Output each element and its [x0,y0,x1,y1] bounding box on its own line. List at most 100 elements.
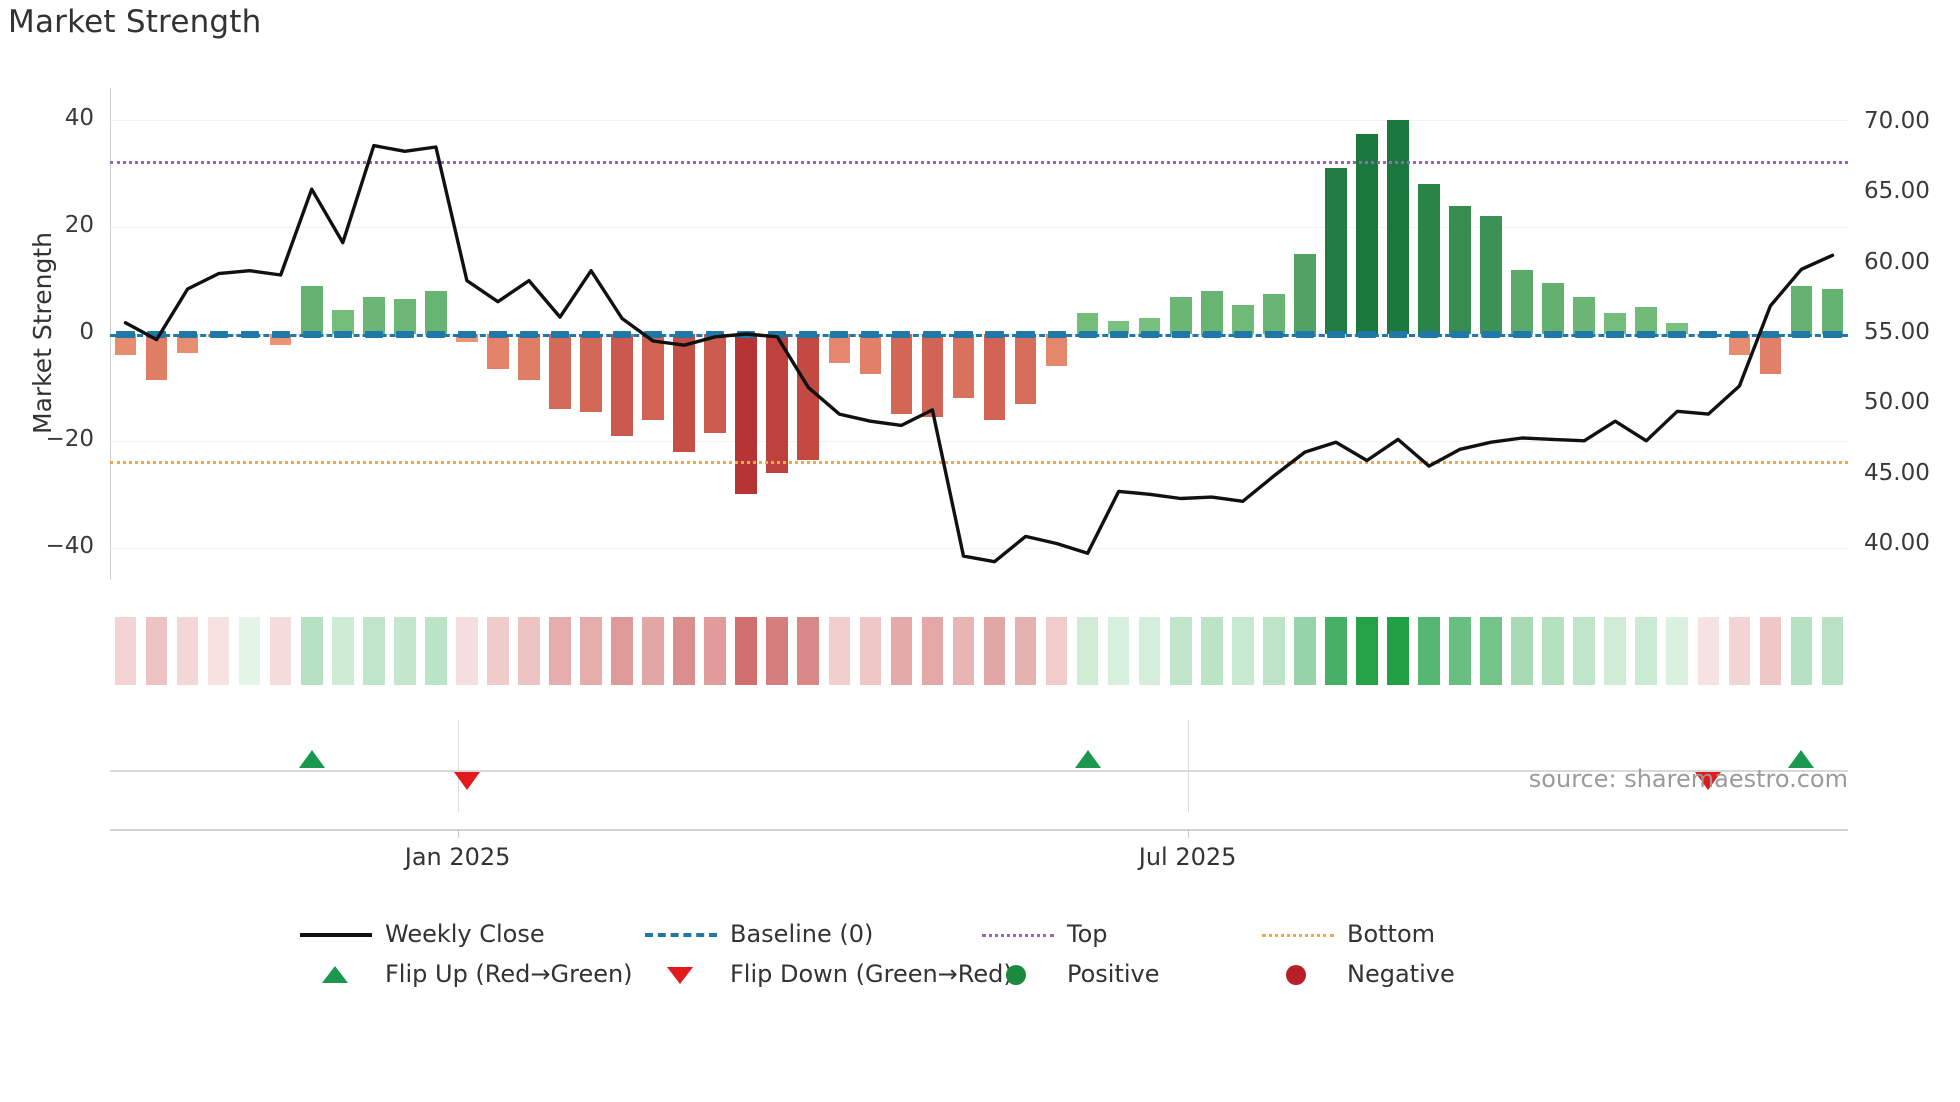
weekly-close-line [123,143,1835,564]
strength-bar [735,334,758,495]
left-axis-tick-label: 0 [79,319,94,345]
flip-gridline [1187,720,1189,812]
legend-item[interactable]: Flip Down (Green→Red) [645,960,1013,988]
strength-bar [1325,168,1347,334]
legend-key [300,921,372,947]
heatmap-cell [611,617,633,685]
x-axis-tick-label: Jan 2025 [404,843,511,871]
heatmap-cell [1076,617,1099,685]
heatmap-cell [1200,617,1223,685]
heatmap-cell [1604,617,1627,685]
flip-gridline [457,720,459,812]
strength-bar [1604,312,1627,334]
right-axis-tick-label: 70.00 [1864,108,1930,135]
legend-row-1: Weekly Close Baseline (0) Top Bottom [0,920,1960,960]
legend-item[interactable]: Top [982,920,1108,948]
flip-up-marker [1074,750,1101,768]
heatmap-cell [1387,617,1409,685]
heatmap-cell [145,617,168,685]
heatmap-cell [1542,617,1564,685]
strength-bar [269,334,292,345]
heatmap-cell [1294,617,1316,685]
heatmap-cell [1759,617,1782,685]
strength-bar [704,334,726,433]
solid-line-icon [300,933,372,937]
strength-bar [1542,283,1564,334]
legend-item[interactable]: Weekly Close [300,920,545,948]
strength-bar [766,334,789,473]
left-axis-tick-label: 20 [64,212,94,238]
left-axis-tick-label: 40 [64,105,94,132]
heatmap-cell [1480,617,1502,685]
legend-key [645,961,717,987]
strength-bar [1728,334,1751,356]
strength-bar [456,334,478,342]
reference-line-baseline [110,334,1848,337]
heatmap-cell [580,617,602,685]
strength-bar [1045,334,1068,367]
gridline [110,120,1848,122]
strength-bar [890,334,913,415]
legend-item[interactable]: Positive [982,960,1160,988]
flip-up-marker [298,750,325,768]
orange-dotted-line-icon [1262,933,1334,937]
green-circle-icon [1006,965,1026,985]
legend-label: Flip Down (Green→Red) [730,960,1013,988]
legend-item[interactable]: Flip Up (Red→Green) [300,960,633,988]
bar-series [110,88,1848,580]
heatmap-cell [1169,617,1192,685]
heatmap-cell [1728,617,1751,685]
heatmap-cell [890,617,913,685]
heatmap-cell [487,617,509,685]
heatmap-cell [269,617,292,685]
strength-bar [1418,184,1440,334]
heatmap-cell [859,617,882,685]
gridline [110,227,1848,228]
strength-bar [1231,304,1254,334]
strength-bar [300,285,323,334]
legend-item[interactable]: Negative [1262,960,1455,988]
heatmap-cell [735,617,758,685]
legend-label: Baseline (0) [730,920,874,948]
heatmap-cell [331,617,354,685]
strength-bar [362,296,385,334]
heatmap-cell [300,617,323,685]
legend-key [982,961,1054,987]
strength-bar [1511,269,1533,334]
strength-bar [1076,312,1099,334]
heatmap-cell [1790,617,1813,685]
x-axis-tick [1187,829,1189,838]
heatmap-cell [1511,617,1533,685]
heatmap-cell [828,617,851,685]
legend-key [1262,961,1334,987]
x-axis-tick-label: Jul 2025 [1138,843,1237,871]
reference-line-top [110,161,1848,165]
heatmap-cell [1356,617,1378,685]
legend-item[interactable]: Bottom [1262,920,1435,948]
heatmap-cell [518,617,540,685]
strength-bar [921,334,944,417]
gridline [110,547,1848,549]
heatmap-cell [1573,617,1595,685]
strength-bar [1356,133,1378,334]
strength-bar [1666,323,1689,334]
strength-bar [1294,253,1316,334]
x-axis-tick [457,829,459,838]
strength-bar [549,334,571,409]
strength-bar [425,291,447,334]
strength-bar [673,334,695,452]
strength-bar [1573,296,1595,334]
legend-label: Positive [1067,960,1160,988]
legend-key [1262,921,1334,947]
heatmap-cell [1449,617,1471,685]
heatmap-cell [176,617,199,685]
strength-bar [1821,288,1844,334]
strength-bar [828,334,851,364]
strength-bar [580,334,602,412]
strength-bar [518,334,540,380]
strength-bar [176,334,199,353]
right-axis-tick-label: 60.00 [1864,248,1930,275]
purple-dotted-line-icon [982,933,1054,937]
legend-item[interactable]: Baseline (0) [645,920,873,948]
heatmap-cell [921,617,944,685]
